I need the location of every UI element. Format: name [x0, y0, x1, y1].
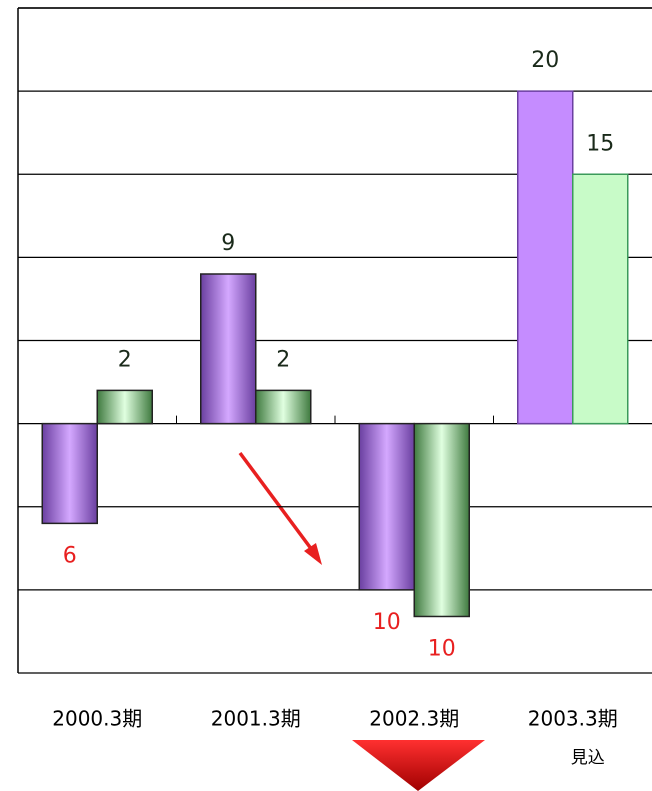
trend-arrow-head [304, 543, 322, 565]
value-label: 10 [373, 610, 401, 635]
value-label: 20 [531, 48, 559, 73]
value-label: 2 [118, 347, 132, 372]
x-tick-label: 2000.3期 [52, 707, 142, 731]
bar [41, 422, 98, 525]
x-tick-label: 2001.3期 [211, 707, 301, 731]
value-label: 10 [428, 636, 456, 661]
value-label: 6 [63, 543, 77, 568]
bar [572, 173, 629, 425]
x-tick-label: 2003.3期 [528, 707, 618, 731]
value-label: 15 [586, 131, 614, 156]
value-label: 9 [221, 231, 235, 256]
value-label: 2 [276, 347, 290, 372]
bar [255, 389, 312, 425]
x-tick-label: 2002.3期 [369, 707, 459, 731]
bar [358, 422, 415, 591]
decor-glow [160, 0, 500, 50]
bar [517, 90, 574, 425]
bar [96, 389, 153, 425]
highlight-marker [352, 740, 485, 791]
bar [200, 273, 257, 425]
x-tick-sublabel: 見込 [571, 748, 605, 768]
bar [413, 422, 470, 618]
trend-arrow [238, 451, 320, 560]
